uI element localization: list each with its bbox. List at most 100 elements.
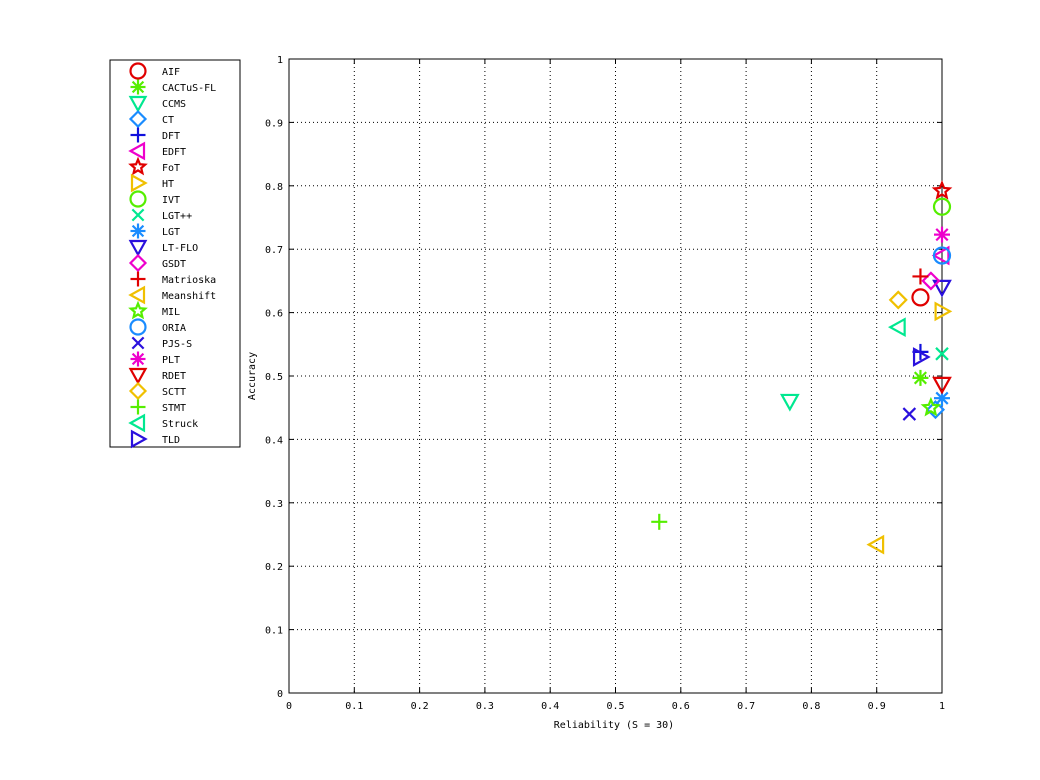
point-ccms	[779, 393, 800, 412]
legend-marker-lgt	[130, 223, 146, 239]
legend-label-tld: TLD	[162, 435, 180, 446]
legend-label-ct: CT	[162, 115, 174, 126]
point-tld	[912, 347, 931, 367]
legend-marker-meanshift	[128, 285, 146, 305]
legend-marker-pjs-s	[131, 336, 145, 350]
x-tick-label: 0.7	[737, 701, 755, 712]
legend-label-rdet: RDET	[162, 371, 186, 382]
legend-marker-ht	[130, 173, 148, 193]
y-tick-label: 0.6	[265, 309, 283, 320]
x-tick-label: 0.3	[476, 701, 494, 712]
point-oria	[932, 246, 952, 265]
legend-marker-cactus-fl	[130, 79, 146, 95]
point-pjs-s	[902, 407, 917, 421]
data-points	[651, 180, 953, 555]
x-tick-label: 0.2	[411, 701, 429, 712]
legend-label-fot: FoT	[162, 163, 180, 174]
y-tick-label: 0.2	[265, 562, 283, 573]
legend-label-mil: MIL	[162, 307, 180, 318]
legend-label-ht: HT	[162, 179, 174, 190]
legend-marker-tld	[130, 429, 148, 449]
legend-marker-gsdt	[128, 253, 148, 273]
legend-label-ivt: IVT	[162, 195, 180, 206]
y-tick-label: 0	[277, 689, 283, 700]
legend-marker-rdet	[128, 367, 148, 385]
legend-label-meanshift: Meanshift	[162, 291, 216, 302]
legend-marker-matrioska	[130, 271, 146, 287]
legend-marker-ct	[128, 109, 148, 129]
legend-marker-lgt	[131, 208, 145, 222]
point-lt-flo	[932, 279, 952, 298]
y-tick-label: 0.7	[265, 245, 283, 256]
axis-ticks: 0 0.1 0.2 0.3 0.4 0.5 0.6 0.7 0.8 0.9 1 0 0.1 0.2 0.3 0…	[265, 55, 945, 712]
point-fot	[931, 180, 953, 200]
legend-box	[109, 59, 241, 448]
legend-label-struck: Struck	[162, 419, 198, 430]
y-tick-label: 0.3	[265, 499, 283, 510]
legend-marker-struck	[128, 413, 146, 433]
point-gsdt	[921, 271, 941, 291]
legend-marker-aif	[129, 62, 147, 80]
legend-label-lgt: LGT	[162, 227, 180, 238]
legend-marker-lt-flo	[128, 239, 148, 257]
x-tick-label: 0.4	[541, 701, 559, 712]
x-tick-label: 1	[939, 701, 945, 712]
point-sctt	[888, 290, 908, 310]
point-plt	[934, 226, 950, 243]
legend-marker-edft	[128, 141, 146, 161]
y-tick-label: 0.8	[265, 182, 283, 193]
x-tick-label: 0.1	[345, 701, 363, 712]
legend: AIF CACTuS-FL CCMS CT DFT EDFT FoT HT IVT LGT++ LG…	[109, 59, 241, 449]
y-tick-label: 0.9	[265, 118, 283, 129]
legend-label-dft: DFT	[162, 131, 180, 142]
legend-marker-dft	[130, 127, 146, 143]
grid-lines	[289, 59, 942, 693]
legend-label-aif: AIF	[162, 67, 180, 78]
point-ct	[925, 400, 946, 420]
legend-label-ccms: CCMS	[162, 99, 186, 110]
legend-marker-mil	[128, 300, 148, 320]
legend-label-lt-flo: LT-FLO	[162, 243, 198, 254]
x-tick-label: 0.8	[802, 701, 820, 712]
y-tick-label: 0.5	[265, 372, 283, 383]
point-mil	[920, 396, 942, 417]
x-tick-label: 0.5	[606, 701, 624, 712]
point-ht	[934, 301, 953, 322]
legend-marker-stmt	[130, 399, 146, 415]
legend-marker-sctt	[128, 381, 148, 401]
legend-label-lgt: LGT++	[162, 211, 192, 222]
legend-marker-plt	[130, 351, 146, 367]
point-lgt	[935, 347, 949, 361]
legend-marker-fot	[128, 156, 148, 176]
legend-label-stmt: STMT	[162, 403, 186, 414]
point-stmt	[651, 513, 668, 530]
legend-label-pjs-s: PJS-S	[162, 339, 192, 350]
legend-marker-oria	[129, 318, 147, 336]
point-struck	[887, 317, 906, 338]
legend-label-edft: EDFT	[162, 147, 186, 158]
legend-label-plt: PLT	[162, 355, 180, 366]
point-edft	[931, 245, 950, 266]
y-tick-label: 1	[277, 55, 283, 66]
legend-label-oria: ORIA	[162, 323, 186, 334]
legend-label-matrioska: Matrioska	[162, 275, 216, 286]
point-ivt	[932, 197, 952, 216]
legend-marker-ccms	[128, 95, 148, 113]
point-lgt	[934, 390, 950, 407]
x-tick-label: 0	[286, 701, 292, 712]
y-axis-label: Accuracy	[247, 352, 258, 400]
point-meanshift	[866, 534, 885, 555]
point-aif	[911, 288, 930, 307]
point-matrioska	[912, 268, 929, 285]
x-tick-label: 0.6	[672, 701, 690, 712]
legend-label-gsdt: GSDT	[162, 259, 186, 270]
y-tick-label: 0.4	[265, 435, 283, 446]
x-axis-label: Reliability (S = 30)	[554, 720, 674, 731]
legend-label-cactus-fl: CACTuS-FL	[162, 83, 216, 94]
point-rdet	[932, 376, 952, 395]
legend-label-sctt: SCTT	[162, 387, 186, 398]
y-tick-label: 0.1	[265, 626, 283, 637]
legend-marker-ivt	[129, 190, 147, 208]
point-cactus-fl	[912, 369, 929, 386]
